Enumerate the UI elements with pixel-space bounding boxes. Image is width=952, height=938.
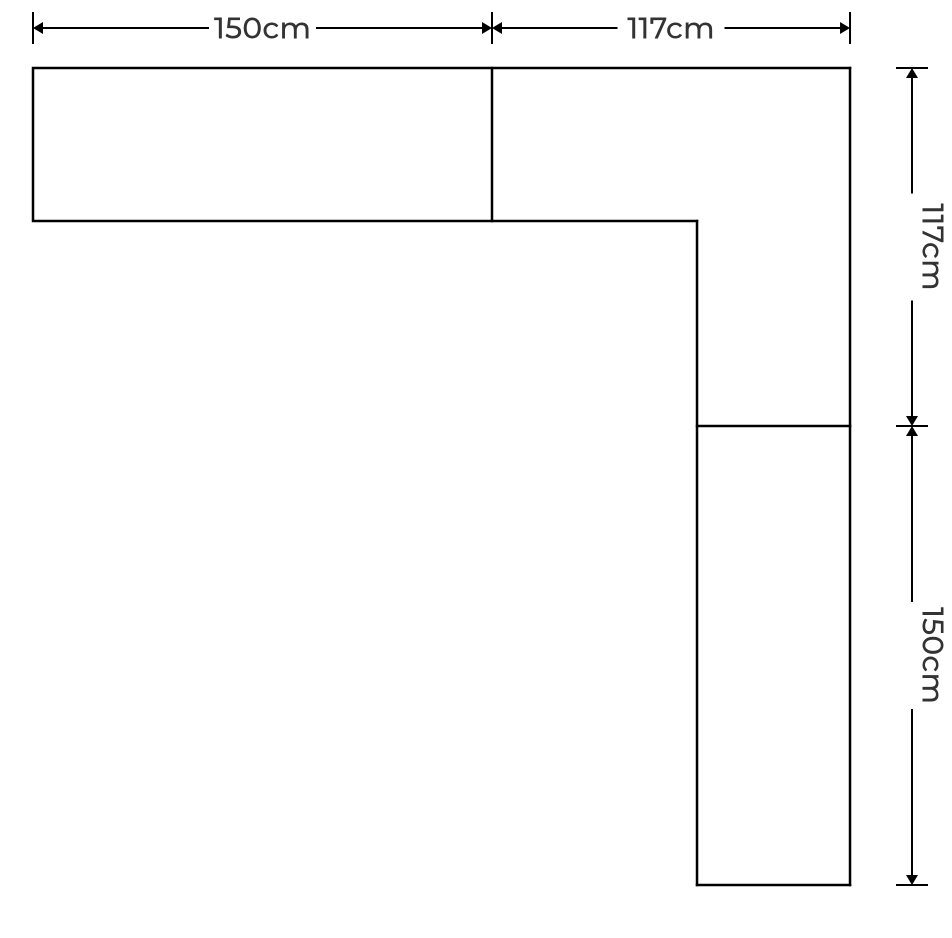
dim-arrow (906, 875, 918, 885)
dim-arrow (492, 22, 502, 34)
dim-arrow (906, 416, 918, 426)
left-panel (33, 68, 492, 221)
dim-arrow (906, 68, 918, 78)
dimension-diagram: 150cm 117cm 117cm 150cm (0, 0, 952, 938)
dim-arrow (482, 22, 492, 34)
dim-label-top_left: 150cm (214, 10, 311, 47)
dim-arrow (33, 22, 43, 34)
dim-label-right_upper: 117cm (915, 203, 952, 290)
dim-arrow (840, 22, 850, 34)
dim-arrow (906, 426, 918, 436)
dim-label-top_right: 117cm (627, 10, 714, 47)
dim-label-right_lower: 150cm (915, 607, 952, 704)
